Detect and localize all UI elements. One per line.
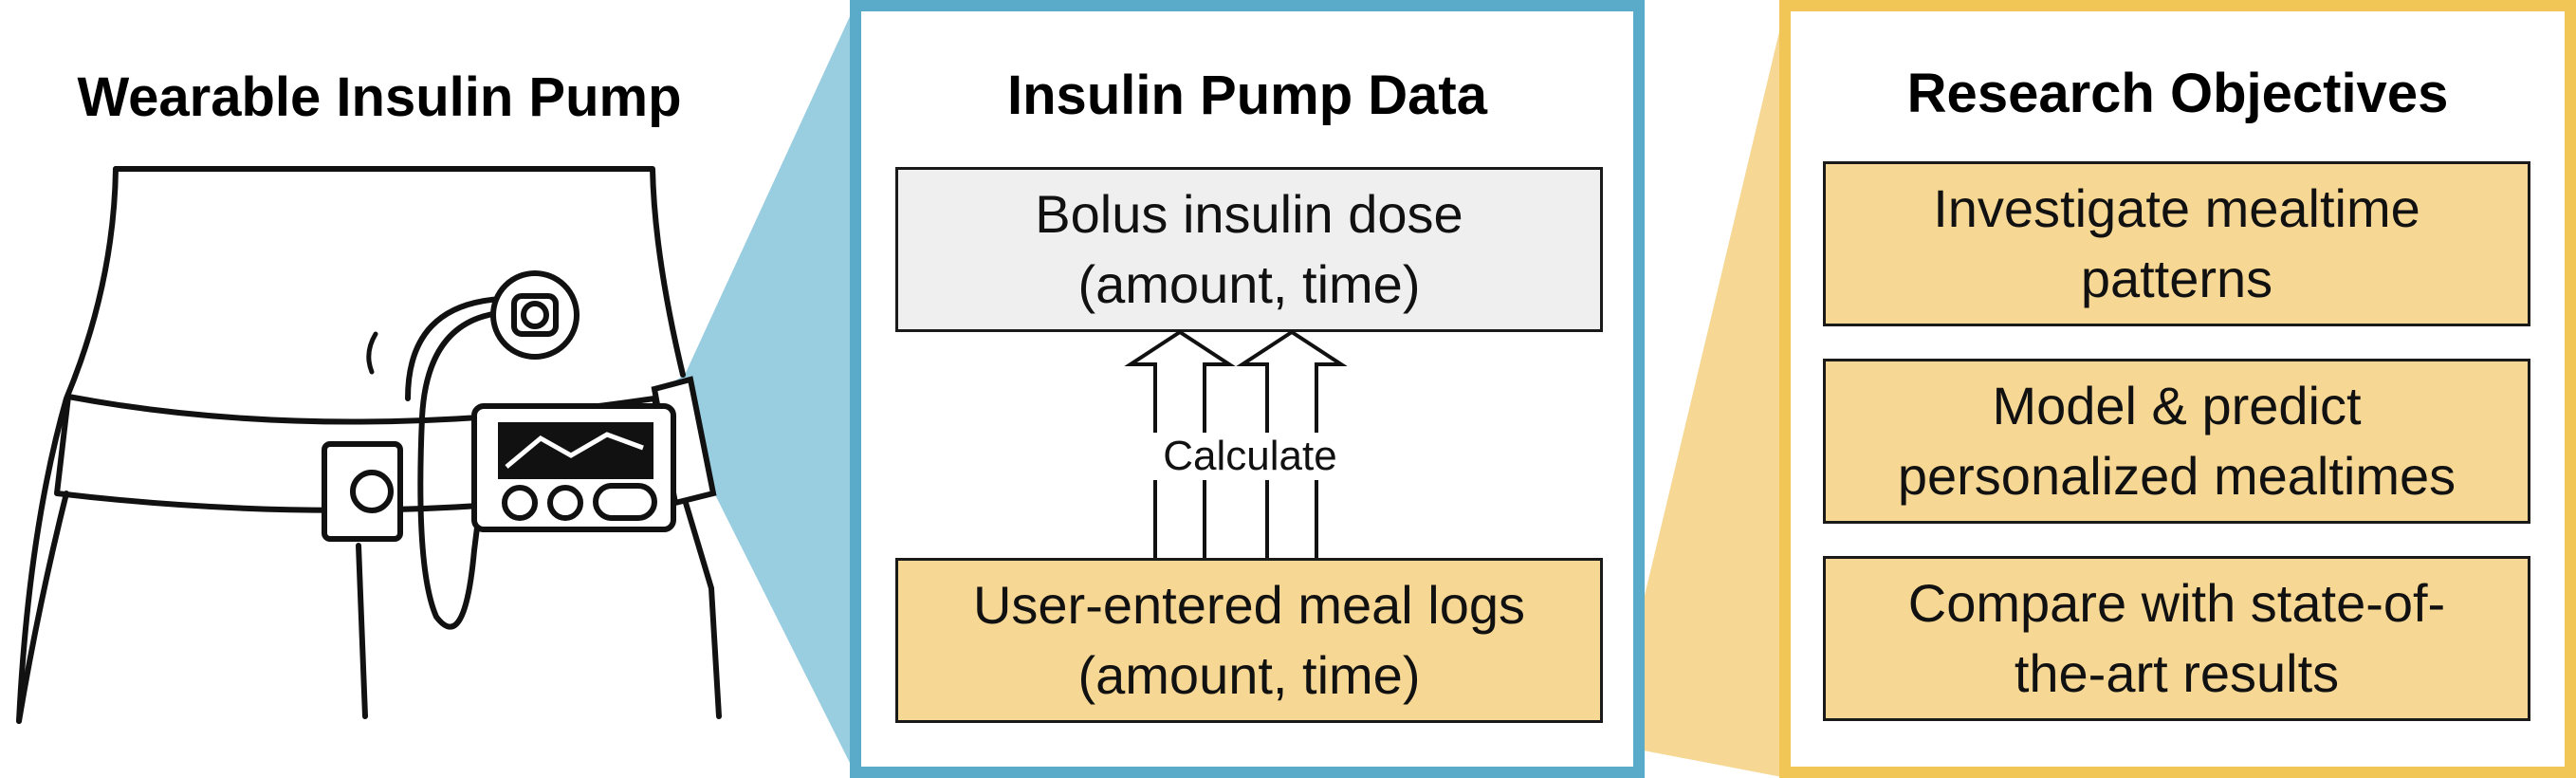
insulin-pump-icon xyxy=(471,403,676,532)
objective-line-2: personalized mealtimes xyxy=(1897,446,2456,506)
meal-logs-box: User-entered meal logs (amount, time) xyxy=(895,558,1603,723)
objective-box: Investigate mealtime patterns xyxy=(1823,161,2530,326)
objective-box: Model & predict personalized mealtimes xyxy=(1823,359,2530,524)
objective-line-2: patterns xyxy=(2080,249,2273,308)
yellow-zoom-fan xyxy=(1599,0,1787,778)
objective-box: Compare with state-of- the-art results xyxy=(1823,556,2530,721)
objective-line-1: Model & predict xyxy=(1992,376,2362,435)
objective-line-2: the-art results xyxy=(2014,643,2340,703)
bolus-line-2: (amount, time) xyxy=(1077,254,1421,314)
bolus-insulin-box: Bolus insulin dose (amount, time) xyxy=(895,167,1603,332)
pump-section-title: Wearable Insulin Pump xyxy=(77,66,682,128)
infusion-site-icon xyxy=(490,270,580,360)
belt-loop xyxy=(322,441,403,542)
objective-line-1: Investigate mealtime xyxy=(1933,178,2420,238)
objectives-section-title: Research Objectives xyxy=(1906,63,2449,124)
calculate-label: Calculate xyxy=(1146,433,1354,480)
meal-line-1: User-entered meal logs xyxy=(972,575,1526,635)
meal-line-2: (amount, time) xyxy=(1077,645,1421,705)
bolus-line-1: Bolus insulin dose xyxy=(1035,184,1463,244)
objective-line-1: Compare with state-of- xyxy=(1907,573,2446,633)
data-section-title: Insulin Pump Data xyxy=(1007,65,1487,126)
blue-zoom-fan xyxy=(662,0,857,778)
